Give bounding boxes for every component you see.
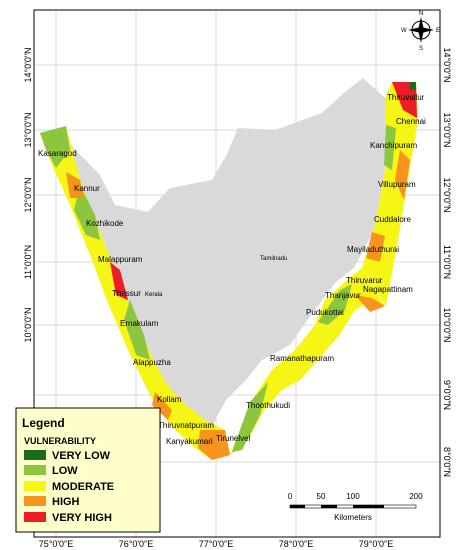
compass-south: S <box>419 46 423 52</box>
land-mass <box>66 78 386 430</box>
place-label: Tirunelvel <box>216 434 251 443</box>
scale-tick: 0 <box>288 492 293 501</box>
place-labels: Kasaragod Kannur Kozhikode Malappuram Th… <box>38 93 426 446</box>
coast-patch-east-high-1 <box>395 150 410 200</box>
place-label: Kollam <box>157 395 182 404</box>
place-label: Thiruvarur <box>346 276 383 285</box>
lat-label: 10°0'0"N <box>23 307 33 342</box>
lat-label: 12°0'0"N <box>442 177 452 212</box>
place-label: Mayiladuthurai <box>347 245 399 254</box>
coast-band-south-east <box>230 268 385 455</box>
coast-patch-east-low <box>384 125 396 170</box>
legend-subtitle: VULNERABILITY <box>24 436 96 446</box>
legend-item: MODERATE <box>52 481 114 493</box>
place-label: Kozhikode <box>86 219 124 228</box>
place-label: Kerala <box>145 292 163 298</box>
place-label: Thiruvnatpuram <box>158 421 214 430</box>
legend-swatch <box>24 496 46 506</box>
scale-unit: Kilometers <box>334 513 372 522</box>
coast-patch-west-high-2 <box>152 392 172 420</box>
coast-patch-west-high-1 <box>66 172 84 198</box>
lon-label: 79°0'0"E <box>359 539 394 549</box>
place-label: Chennai <box>396 117 426 126</box>
place-label: Pudukottai <box>306 308 344 317</box>
longitude-labels: 75°0'0"E 76°0'0"E 77°0'0"E 78°0'0"E 79°0… <box>39 539 394 549</box>
place-label: Ernakulam <box>120 319 159 328</box>
coast-patch-west-low-1 <box>40 126 70 168</box>
coast-patch-se-high <box>355 295 385 312</box>
lat-label: 9°0'0"N <box>442 380 452 410</box>
place-label: Villupuram <box>378 180 416 189</box>
legend-item: LOW <box>52 465 78 477</box>
coast-patch-south-high <box>198 430 230 460</box>
place-label: Thrissur <box>112 289 141 298</box>
place-label: Thoothukudi <box>246 401 290 410</box>
place-label: Malappuram <box>98 255 143 264</box>
coast-patch-west-low-2 <box>74 185 100 240</box>
compass-rose-icon: N S E W <box>401 11 440 52</box>
place-label: Thiruvallur <box>387 93 425 102</box>
lon-label: 75°0'0"E <box>39 539 74 549</box>
lon-label: 76°0'0"E <box>119 539 154 549</box>
legend-item: HIGH <box>52 496 80 508</box>
place-label: Kanyakumari <box>166 437 213 446</box>
lat-label: 11°0'0"N <box>442 245 452 279</box>
legend-swatch <box>24 481 46 491</box>
compass-east: E <box>436 28 440 34</box>
coast-patch-east-vhigh <box>392 82 417 118</box>
scale-tick: 100 <box>346 492 360 501</box>
legend-title: Legend <box>22 416 65 430</box>
legend-swatch <box>24 465 46 475</box>
coast-patch-east-high-2 <box>366 232 385 262</box>
lat-label: 8°0'0"N <box>442 447 452 477</box>
latitude-labels-left: 14°0'0"N 13°0'0"N 12°0'0"N 11°0'0"N 10°0… <box>23 47 33 342</box>
coast-patch-east-vlow <box>410 82 416 90</box>
legend-swatch <box>24 450 46 460</box>
legend-swatch <box>24 512 46 522</box>
coast-patch-se-low-1 <box>232 382 268 452</box>
place-label: Tamilnadu <box>260 256 287 262</box>
coast-patch-west-low-3 <box>124 300 150 360</box>
place-label: Kasaragod <box>38 149 77 158</box>
place-label: Nagapattinam <box>363 285 413 294</box>
place-label: Cuddalore <box>374 215 411 224</box>
coast-patch-se-low-2 <box>318 284 352 325</box>
lat-label: 14°0'0"N <box>23 47 33 82</box>
lon-label: 77°0'0"E <box>199 539 234 549</box>
place-label: Alappuzha <box>133 358 171 367</box>
map-legend: Legend VULNERABILITY VERY LOW LOW MODERA… <box>15 407 161 533</box>
map-frame <box>33 9 441 538</box>
legend-item: VERY LOW <box>52 450 111 462</box>
lat-label: 12°0'0"N <box>23 177 33 212</box>
scale-tick: 50 <box>317 492 326 501</box>
lat-label: 13°0'0"N <box>23 112 33 147</box>
scale-tick: 200 <box>409 492 423 501</box>
place-label: Kanchipuram <box>370 141 417 150</box>
compass-west: W <box>401 28 407 34</box>
lat-label: 11°0'0"N <box>23 245 33 279</box>
place-label: Kannur <box>74 184 100 193</box>
lon-label: 78°0'0"E <box>279 539 314 549</box>
lat-label: 13°0'0"N <box>442 112 452 147</box>
legend-item: VERY HIGH <box>52 512 112 524</box>
place-label: Thanjavur <box>325 291 361 300</box>
scale-bar: 0 50 100 200 Kilometers <box>288 492 423 522</box>
lat-label: 14°0'0"N <box>442 47 452 82</box>
latitude-labels-right: 14°0'0"N 13°0'0"N 12°0'0"N 11°0'0"N 10°0… <box>442 47 452 477</box>
lat-label: 10°0'0"N <box>442 307 452 342</box>
coast-patch-west-vhigh-1 <box>110 262 128 300</box>
place-label: Ramanathapuram <box>270 354 334 363</box>
compass-north: N <box>419 11 423 17</box>
